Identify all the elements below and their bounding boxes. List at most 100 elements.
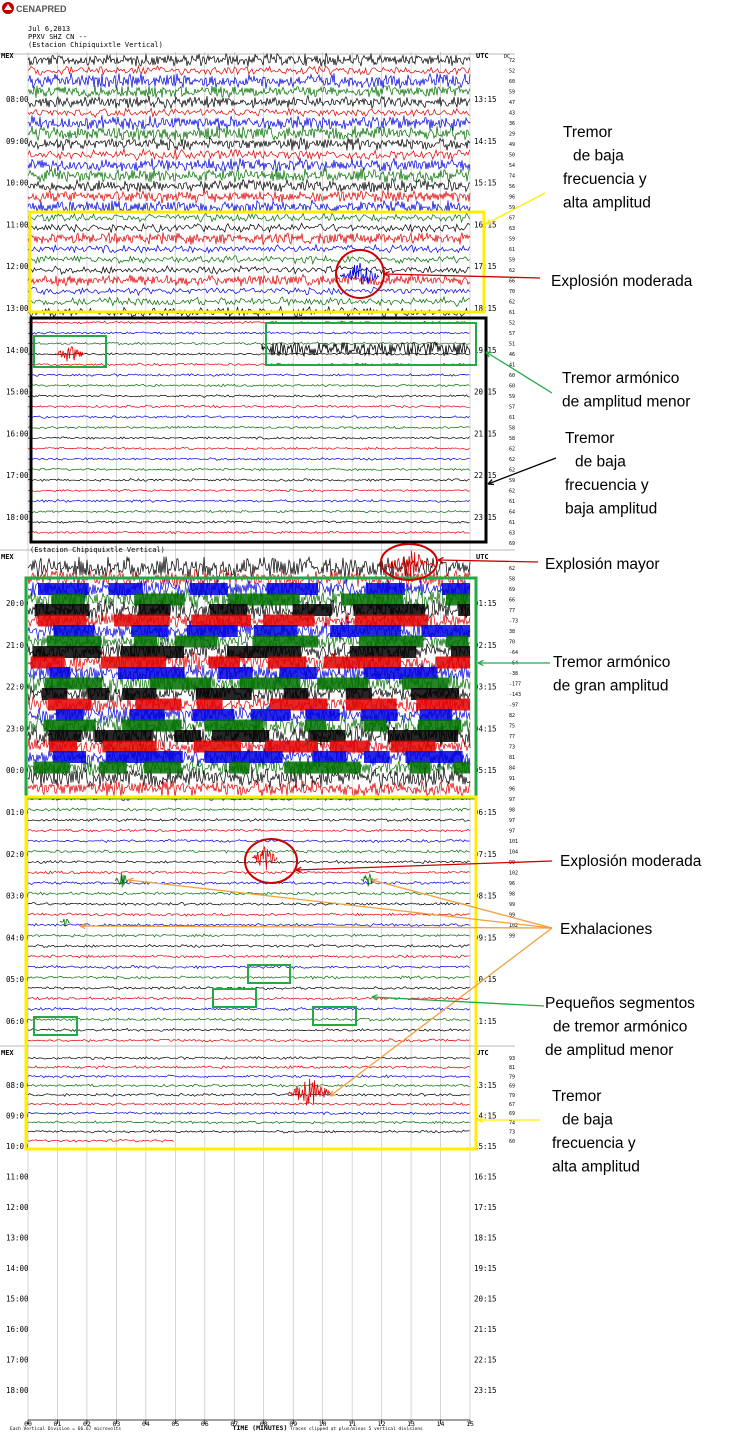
saturated-segment xyxy=(402,677,449,690)
right-timezone-label: UTC xyxy=(476,553,489,561)
annotation-line: de gran amplitud xyxy=(553,678,668,695)
hour-label-mex: 04:00 xyxy=(6,933,29,942)
saturated-segment xyxy=(388,730,459,742)
hour-label-mex: 05:00 xyxy=(6,975,29,984)
dc-offset-value: 98 xyxy=(509,892,515,898)
seismic-trace xyxy=(27,530,470,535)
annotation-line: frecuencia y xyxy=(563,171,647,188)
saturated-segment xyxy=(196,698,223,711)
annotation-label: Tremor de baja frecuencia y baja amplitud xyxy=(565,430,657,518)
dc-offset-value: 29 xyxy=(509,132,515,138)
logo-text: CENAPRED xyxy=(16,4,67,14)
saturated-segment xyxy=(323,656,402,669)
dc-offset-value: 79 xyxy=(509,1074,515,1080)
header-station: (Estacion Chipiquixtle Vertical) xyxy=(28,41,163,49)
saturated-segment xyxy=(52,751,86,763)
x-axis-label: TIME (MINUTES) xyxy=(233,1424,288,1432)
annotation-label: Exhalaciones xyxy=(560,921,652,938)
annotation-label: Tremor armónico de amplitud menor xyxy=(562,370,690,411)
seismic-trace xyxy=(27,1056,470,1060)
annotation-line: Tremor xyxy=(565,430,614,447)
annotation-label: Pequeños segmentos de tremor armónico de a… xyxy=(545,995,695,1059)
saturated-segment xyxy=(263,614,315,627)
dc-offset-value: 74 xyxy=(509,1120,515,1126)
saturated-segment xyxy=(133,635,158,648)
seismic-trace xyxy=(27,1102,470,1106)
dc-offset-value: 69 xyxy=(509,541,515,547)
seismic-trace xyxy=(27,891,470,896)
seismic-trace xyxy=(27,157,471,172)
dc-offset-value: 62 xyxy=(509,468,515,474)
annotation-line: Tremor xyxy=(552,1088,601,1105)
saturated-segment xyxy=(30,656,65,669)
dc-offset-value: 58 xyxy=(509,436,515,442)
annotation-arrow-head-icon xyxy=(127,877,134,884)
hour-label-mex: 23:00 xyxy=(6,724,29,733)
dc-offset-value: 63 xyxy=(509,226,515,232)
dc-offset-value: 75 xyxy=(509,724,515,730)
annotation-line: de baja xyxy=(562,1112,613,1129)
x-tick-label: 05 xyxy=(171,1420,179,1428)
annotation-arrow xyxy=(79,925,553,929)
saturated-segment xyxy=(253,625,298,637)
hour-label-utc: 09:15 xyxy=(474,933,497,942)
seismic-trace xyxy=(27,849,470,854)
seismic-trace xyxy=(27,383,470,388)
annotation-line: baja amplitud xyxy=(565,501,657,518)
x-tick-label: 10 xyxy=(319,1420,327,1428)
annotation-line: Explosión mayor xyxy=(545,556,660,573)
annotation-arrow xyxy=(487,457,557,485)
harmonic-tremor-segment xyxy=(261,341,471,358)
x-tick-label: 13 xyxy=(407,1420,415,1428)
hour-label-utc: 21:15 xyxy=(474,1325,497,1334)
dc-offset-value: 43 xyxy=(509,111,515,117)
hour-label-mex: 18:00 xyxy=(6,1386,29,1395)
seismic-trace xyxy=(27,901,470,907)
exhalation-burst xyxy=(287,1078,332,1106)
green-highlight-box xyxy=(312,1006,357,1026)
hour-label-utc: 04:15 xyxy=(474,724,497,733)
annotation-label: Explosión moderada xyxy=(560,853,702,870)
seismic-trace xyxy=(27,1074,470,1079)
hour-label-utc: 14:15 xyxy=(474,137,497,146)
helicorder-panel-3: MEX UTC 08:00 13:15 09:00 14:15 10:00 15:15 11:0… xyxy=(0,1045,515,1395)
seismic-trace xyxy=(27,922,470,927)
dc-offset-value: 98 xyxy=(509,808,515,814)
green-highlight-box xyxy=(247,964,291,984)
dc-offset-value: -97 xyxy=(509,703,518,709)
red-circle-marker xyxy=(380,543,438,581)
dc-offset-value: 69 xyxy=(509,587,515,593)
right-timezone-label: UTC xyxy=(476,52,489,60)
explosion-burst xyxy=(384,550,435,580)
dc-offset-value: -73 xyxy=(509,619,518,625)
hour-label-mex: 16:00 xyxy=(6,1325,29,1334)
dc-offset-value: 60 xyxy=(509,79,515,85)
saturated-segment xyxy=(131,625,169,637)
x-tick-label: 06 xyxy=(201,1420,209,1428)
saturated-segment xyxy=(270,698,328,711)
seismic-trace xyxy=(27,352,470,356)
seismic-trace xyxy=(27,1017,470,1022)
seismic-trace xyxy=(27,177,471,193)
saturated-segment xyxy=(250,709,291,721)
annotation-arrow xyxy=(485,351,553,394)
annotation-line: frecuencia y xyxy=(552,1135,636,1152)
hour-label-utc: 18:15 xyxy=(474,1234,497,1243)
seismic-trace xyxy=(27,954,470,959)
saturated-segment xyxy=(87,688,110,700)
seismic-trace xyxy=(27,807,470,812)
annotation-label: Tremor de baja frecuencia y alta amplitud xyxy=(563,124,651,212)
hour-label-utc: 16:15 xyxy=(474,1173,497,1182)
hour-label-mex: 00:00 xyxy=(6,766,29,775)
hour-label-mex: 10:00 xyxy=(6,179,29,188)
seismic-trace xyxy=(27,1111,470,1116)
saturated-segment xyxy=(120,646,185,658)
saturated-segment xyxy=(49,667,71,679)
saturated-segment xyxy=(304,719,327,732)
annotation-arrow-head-icon xyxy=(371,994,378,1001)
seismic-trace xyxy=(27,1065,470,1070)
hour-label-utc: 06:15 xyxy=(474,808,497,817)
saturated-segment xyxy=(98,761,127,774)
saturated-segment xyxy=(458,604,470,616)
